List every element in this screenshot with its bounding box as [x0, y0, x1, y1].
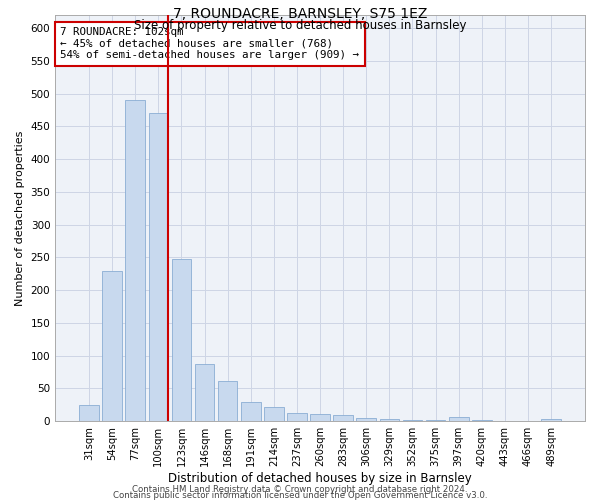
Bar [403, 420, 422, 421]
Bar [195, 364, 214, 421]
Bar [218, 380, 238, 421]
Bar [125, 100, 145, 421]
Bar [541, 418, 561, 421]
Bar [426, 420, 445, 421]
Y-axis label: Number of detached properties: Number of detached properties [15, 130, 25, 306]
Bar [149, 114, 168, 421]
Text: Contains HM Land Registry data © Crown copyright and database right 2024.: Contains HM Land Registry data © Crown c… [132, 484, 468, 494]
Text: 7, ROUNDACRE, BARNSLEY, S75 1EZ: 7, ROUNDACRE, BARNSLEY, S75 1EZ [173, 8, 427, 22]
Text: Contains public sector information licensed under the Open Government Licence v3: Contains public sector information licen… [113, 490, 487, 500]
Bar [79, 405, 99, 421]
Bar [449, 418, 469, 421]
Bar [310, 414, 330, 421]
Bar [495, 420, 515, 421]
X-axis label: Distribution of detached houses by size in Barnsley: Distribution of detached houses by size … [168, 472, 472, 485]
Text: 7 ROUNDACRE: 102sqm
← 45% of detached houses are smaller (768)
54% of semi-detac: 7 ROUNDACRE: 102sqm ← 45% of detached ho… [61, 27, 359, 60]
Bar [472, 420, 491, 421]
Bar [380, 419, 399, 421]
Text: Size of property relative to detached houses in Barnsley: Size of property relative to detached ho… [134, 18, 466, 32]
Bar [334, 416, 353, 421]
Bar [172, 258, 191, 421]
Bar [103, 270, 122, 421]
Bar [264, 407, 284, 421]
Bar [356, 418, 376, 421]
Bar [518, 420, 538, 421]
Bar [287, 414, 307, 421]
Bar [241, 402, 260, 421]
